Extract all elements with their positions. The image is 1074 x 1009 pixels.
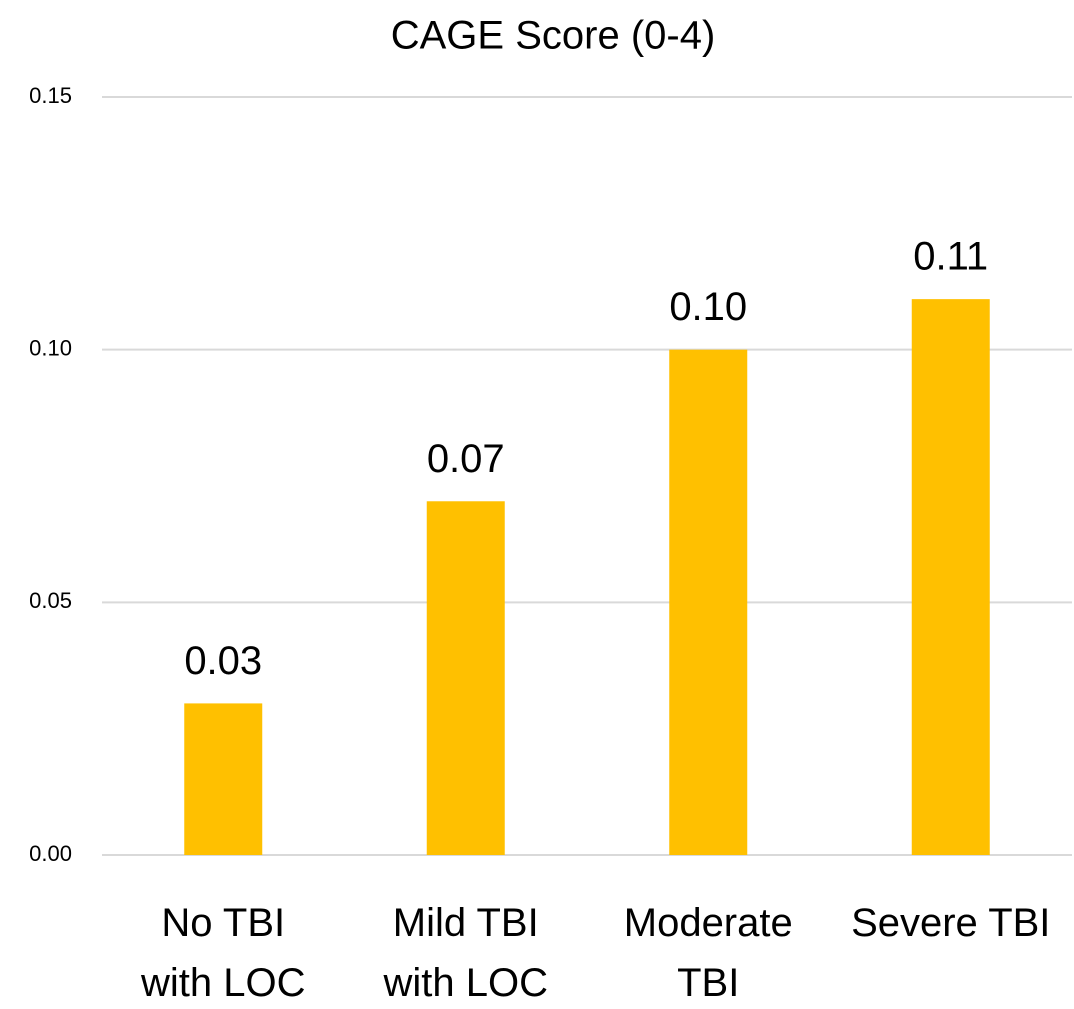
y-tick-label: 0.00 (29, 841, 72, 866)
data-label: 0.07 (427, 437, 505, 481)
data-label: 0.10 (669, 285, 747, 329)
bar (184, 703, 263, 855)
bar (669, 349, 748, 855)
chart-title: CAGE Score (0-4) (391, 14, 716, 58)
data-label: 0.11 (913, 235, 988, 279)
x-tick-label: Mild TBI with LOC (383, 901, 549, 1005)
data-label: 0.03 (184, 639, 262, 683)
x-tick-label: No TBI with LOC (140, 901, 306, 1005)
y-tick-label: 0.05 (29, 588, 72, 613)
y-tick-label: 0.10 (29, 335, 72, 360)
bar (911, 299, 990, 856)
bar (426, 501, 505, 855)
x-tick-label: Severe TBI (851, 901, 1050, 945)
y-tick-label: 0.15 (29, 83, 72, 108)
x-tick-label: Moderate TBI (624, 901, 793, 1005)
